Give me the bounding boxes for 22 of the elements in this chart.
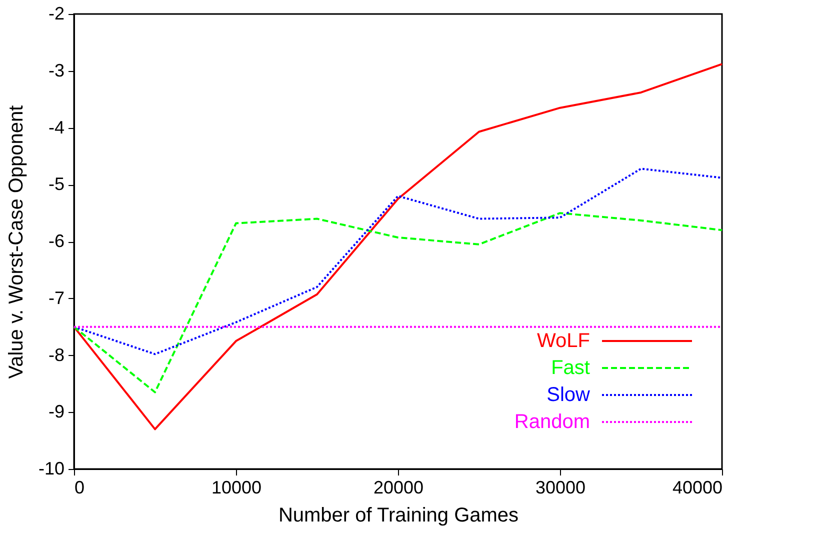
y-tick-label: -3 <box>48 60 64 80</box>
y-tick-label: -4 <box>48 117 64 138</box>
y-tick-label: -2 <box>48 4 64 24</box>
y-tick-label: -5 <box>48 174 64 194</box>
x-axis-title: Number of Training Games <box>278 504 519 526</box>
legend-label: Slow <box>546 384 591 406</box>
y-tick-label: -8 <box>48 344 64 365</box>
y-tick-label: -10 <box>38 458 64 478</box>
x-tick-label: 30000 <box>535 478 586 498</box>
x-tick-label: 10000 <box>211 478 262 498</box>
y-tick-label: -6 <box>48 231 64 251</box>
legend-label: WoLF <box>537 330 590 352</box>
x-tick-label: 20000 <box>373 478 424 498</box>
x-tick-label: 40000 <box>672 478 722 498</box>
line-series <box>73 168 723 356</box>
legend-label: Random <box>514 411 590 433</box>
y-axis-title: Value v. Worst-Case Opponent <box>5 104 28 379</box>
y-tick-label: -9 <box>48 402 64 422</box>
line-series <box>73 63 723 430</box>
legend-label: Fast <box>551 357 590 379</box>
x-tick-label: 0 <box>74 478 85 498</box>
y-tick-label: -7 <box>48 288 64 308</box>
